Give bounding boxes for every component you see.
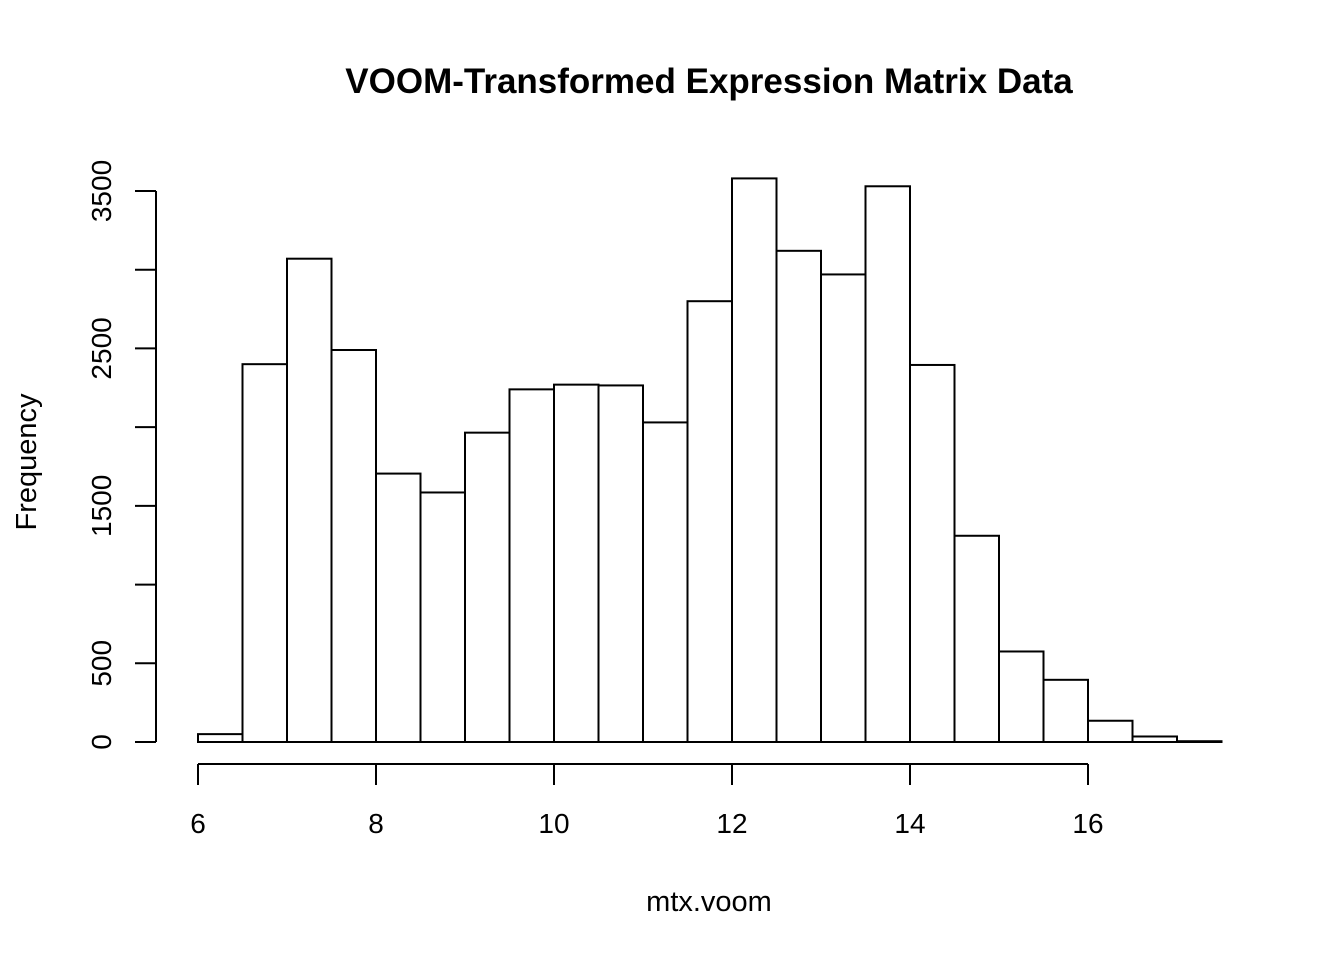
histogram-bar	[1131, 735, 1178, 743]
histogram-bar	[330, 349, 377, 743]
histogram-bar	[286, 257, 333, 743]
histogram-bar	[775, 249, 822, 744]
x-axis: 6 8 10 12 14 16	[190, 763, 1104, 839]
histogram-bar	[642, 421, 689, 743]
x-axis-label: mtx.voom	[646, 886, 772, 918]
histogram-bar	[731, 177, 778, 744]
x-tick-label: 6	[190, 808, 206, 839]
histogram-bar	[820, 273, 867, 743]
histogram-bar	[686, 300, 733, 743]
chart-title: VOOM-Transformed Expression Matrix Data	[345, 62, 1073, 101]
histogram-bar	[953, 534, 1000, 743]
histogram-bar	[419, 491, 466, 743]
histogram-bar	[1087, 719, 1134, 743]
histogram-bar	[508, 388, 555, 743]
histogram-bar	[375, 472, 422, 743]
histogram-bar	[864, 185, 911, 743]
y-axis-label: Frequency	[11, 393, 43, 531]
x-tick-label: 16	[1072, 808, 1103, 839]
histogram-bar	[1176, 740, 1223, 743]
histogram-bar	[197, 733, 244, 744]
x-tick-label: 10	[538, 808, 569, 839]
x-tick-label: 8	[368, 808, 384, 839]
bars-group	[197, 177, 1223, 744]
y-tick-label: 3500	[86, 160, 117, 222]
x-tick-label: 14	[894, 808, 925, 839]
y-tick-label: 0	[86, 734, 117, 750]
histogram-bar	[998, 650, 1045, 744]
y-tick-label: 1500	[86, 475, 117, 537]
histogram-bar	[1042, 678, 1089, 744]
histogram-bar	[553, 383, 600, 743]
x-tick-label: 12	[716, 808, 747, 839]
y-tick-label: 500	[86, 640, 117, 687]
y-tick-label: 2500	[86, 317, 117, 379]
histogram-bar	[241, 363, 288, 743]
histogram-bar	[909, 363, 956, 743]
histogram-bar	[464, 431, 511, 743]
histogram-bar	[597, 384, 644, 743]
y-axis: 0 500 1500 2500 3500	[86, 160, 157, 750]
